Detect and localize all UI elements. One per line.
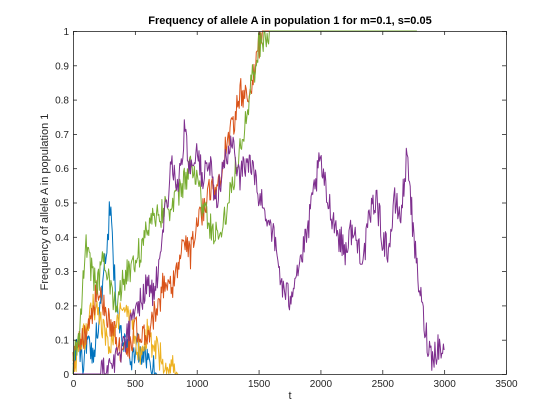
x-tick-label: 1000 — [186, 379, 209, 390]
x-axis-label: t — [288, 390, 291, 402]
x-tick-label: 3000 — [434, 379, 457, 390]
y-tick-label: 0.7 — [55, 130, 69, 141]
plot-background — [73, 31, 506, 374]
y-tick-label: 0 — [63, 370, 69, 381]
series-line-3 — [72, 30, 278, 370]
y-tick-label: 0.4 — [55, 233, 69, 244]
y-tick-label: 1 — [63, 27, 69, 38]
series-line-4 — [72, 30, 417, 375]
axes-layer: 0 500 1000 1500 2000 2500 3000 3500 0 0.1 0.2 0.3 0.… — [55, 27, 518, 390]
y-tick-label: 0.3 — [55, 267, 69, 278]
y-tick-label: 0.5 — [55, 199, 69, 210]
y-tick-label: 0.6 — [55, 164, 69, 175]
x-tick-label: 500 — [127, 379, 144, 390]
y-tick-label: 0.1 — [55, 336, 69, 347]
chart-title: Frequency of allele A in population 1 fo… — [148, 15, 431, 27]
y-tick-label: 0.9 — [55, 61, 69, 72]
series-line-2 — [72, 293, 179, 375]
y-tick-label: 0.8 — [55, 96, 69, 107]
series-line-5 — [73, 119, 445, 375]
series-layer — [72, 30, 445, 375]
y-axis-label: Frequency of allele A in population 1 — [39, 114, 51, 291]
x-tick-label: 2000 — [310, 379, 333, 390]
x-tick-label: 3500 — [495, 379, 518, 390]
x-tick-label: 2500 — [372, 379, 395, 390]
x-tick-label: 0 — [71, 379, 77, 390]
x-tick-label: 1500 — [248, 379, 271, 390]
y-tick-label: 0.2 — [55, 301, 69, 312]
